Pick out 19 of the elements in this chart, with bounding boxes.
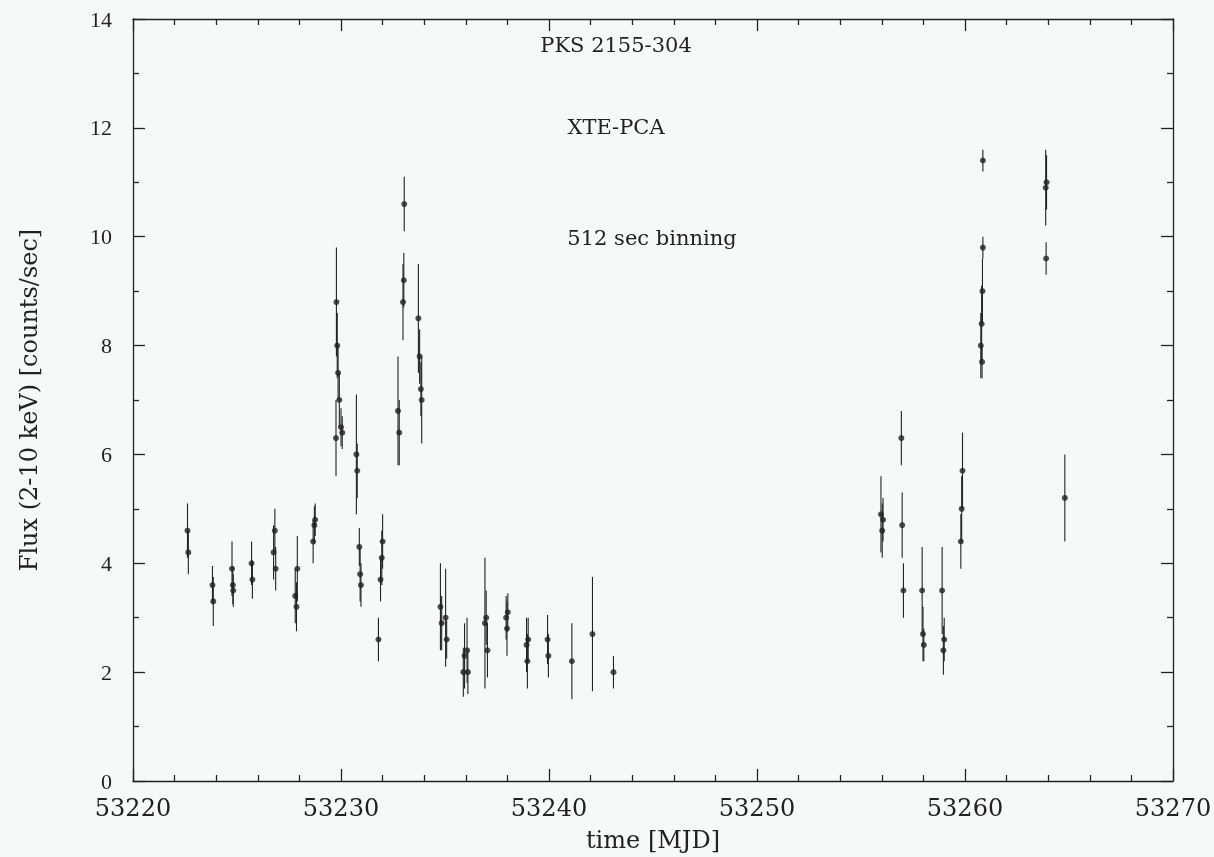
y-tick-label: 6 [101, 441, 112, 467]
y-tick-label: 8 [101, 333, 112, 359]
y-tick-label: 2 [101, 659, 112, 685]
annotation: 512 sec binning [567, 226, 737, 250]
y-tick-label: 4 [101, 550, 112, 576]
text: XTE-PCA [567, 115, 666, 139]
y-tick-label: 14 [90, 6, 112, 32]
y-axis-title: Flux (2-10 keV) [counts/sec] [15, 228, 43, 572]
x-tick-label: 53250 [718, 794, 796, 822]
x-tick-label: 53220 [94, 794, 172, 822]
y-tick-label: 0 [101, 768, 112, 794]
x-tick-label: 53270 [1134, 794, 1212, 822]
y-tick-label: 10 [90, 224, 112, 250]
x-tick-label: 53230 [302, 794, 380, 822]
x-tick-label: 53240 [510, 794, 588, 822]
x-axis-title: time [MJD] [585, 826, 721, 854]
text: PKS 2155-304 [540, 33, 692, 57]
y-tick-label: 12 [90, 115, 112, 141]
x-tick-label: 53260 [926, 794, 1004, 822]
